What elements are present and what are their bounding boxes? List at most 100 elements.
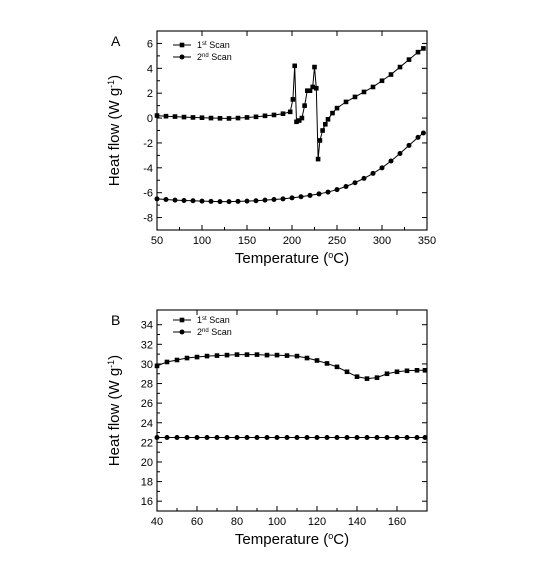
y-tick-label: 0 xyxy=(147,113,153,125)
data-point xyxy=(292,63,297,69)
data-point xyxy=(304,434,310,440)
data-point xyxy=(384,434,390,440)
chart-panel-a: 50 100 150 200 250 300 350 -8 -6 -4 -2 0 2 4 6 1st Scan… xyxy=(106,30,436,267)
y-tick-label: 18 xyxy=(141,477,153,489)
data-point xyxy=(235,198,241,204)
y-tick-label: 32 xyxy=(141,339,153,351)
data-point xyxy=(264,352,270,358)
data-point xyxy=(379,78,385,84)
data-point xyxy=(214,434,220,440)
data-point xyxy=(314,358,320,363)
data-point xyxy=(184,434,190,440)
data-point xyxy=(325,189,331,195)
data-point xyxy=(199,198,205,204)
x-tick-label: 100 xyxy=(268,516,286,528)
data-point xyxy=(174,357,180,363)
data-point xyxy=(194,434,200,440)
data-point xyxy=(354,434,360,440)
data-point xyxy=(190,198,196,204)
x-tick-label: 120 xyxy=(308,516,326,528)
data-point xyxy=(397,64,403,70)
data-point xyxy=(307,88,313,93)
data-point xyxy=(344,369,350,375)
data-point xyxy=(226,199,232,205)
legend-label: 1st Scan xyxy=(197,315,230,325)
data-point xyxy=(352,180,358,186)
panel-label: B xyxy=(111,312,120,328)
data-point xyxy=(421,46,426,51)
y-tick-label: -4 xyxy=(143,163,153,175)
data-point xyxy=(163,197,169,203)
data-point xyxy=(312,64,317,70)
data-point xyxy=(217,199,223,205)
data-point xyxy=(323,121,328,127)
data-point xyxy=(226,116,232,121)
data-point xyxy=(315,156,321,162)
data-point xyxy=(262,113,268,119)
data-point xyxy=(154,113,160,118)
data-point xyxy=(262,197,268,203)
data-point xyxy=(172,197,178,203)
data-point xyxy=(294,353,300,359)
panel-label: A xyxy=(111,33,121,49)
data-point xyxy=(330,110,335,116)
data-point xyxy=(343,183,349,189)
x-tick-label: 250 xyxy=(328,235,346,247)
data-point xyxy=(214,353,220,358)
data-point xyxy=(394,434,400,440)
data-point xyxy=(343,99,349,105)
data-point xyxy=(414,368,420,373)
legend-marker xyxy=(179,329,185,335)
x-tick-label: 200 xyxy=(283,235,301,247)
data-point xyxy=(361,175,367,181)
y-tick-label: 28 xyxy=(141,379,153,391)
data-point xyxy=(334,187,340,193)
legend-label: 2nd Scan xyxy=(197,52,232,62)
data-point xyxy=(274,352,280,358)
data-point xyxy=(314,434,320,440)
y-tick-label: 30 xyxy=(141,359,153,371)
data-point xyxy=(415,49,421,55)
y-tick-label: 26 xyxy=(141,398,153,410)
legend-label: 1st Scan xyxy=(197,40,230,50)
data-point xyxy=(324,361,330,366)
data-point xyxy=(284,353,290,358)
data-point xyxy=(316,191,322,197)
data-point xyxy=(388,72,394,77)
data-point xyxy=(208,198,214,204)
data-point xyxy=(422,368,428,373)
x-tick-label: 350 xyxy=(418,235,436,247)
y-tick-label: 2 xyxy=(147,88,153,100)
data-point xyxy=(204,434,210,440)
data-point xyxy=(253,198,259,204)
data-point xyxy=(384,371,390,377)
data-point xyxy=(314,85,319,91)
data-point xyxy=(415,134,421,140)
data-point xyxy=(244,352,250,357)
data-point xyxy=(334,364,340,370)
data-point xyxy=(264,434,270,440)
data-point xyxy=(224,434,230,440)
data-point xyxy=(184,355,190,361)
data-point xyxy=(289,195,295,201)
y-tick-label: 22 xyxy=(141,437,153,449)
data-point xyxy=(370,84,376,90)
data-point xyxy=(406,57,412,62)
data-point xyxy=(422,434,428,440)
data-point xyxy=(420,130,426,136)
data-point xyxy=(352,94,358,100)
data-point xyxy=(274,434,280,440)
y-tick-label: 20 xyxy=(141,457,153,469)
y-axis-label: Heat flow (W g-1) xyxy=(106,75,123,186)
data-point xyxy=(344,434,350,440)
data-point xyxy=(204,353,210,359)
data-point xyxy=(310,84,315,90)
x-axis-label: Temperature (oC) xyxy=(235,531,349,548)
data-point xyxy=(298,194,304,200)
data-point xyxy=(154,363,160,369)
data-point xyxy=(235,115,241,121)
data-point xyxy=(181,198,187,204)
data-point xyxy=(174,434,180,440)
x-tick-label: 80 xyxy=(231,516,243,528)
data-point xyxy=(208,115,214,121)
